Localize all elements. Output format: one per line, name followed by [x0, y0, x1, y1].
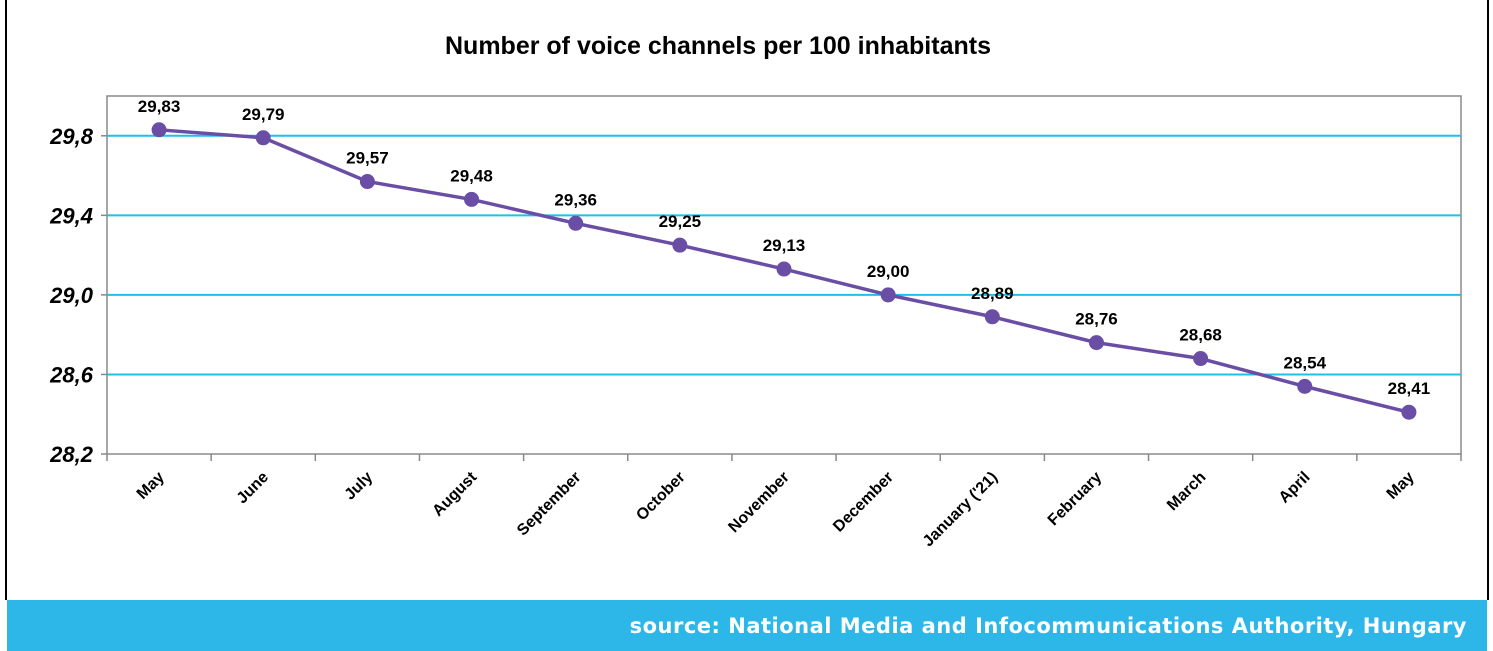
data-point: [151, 122, 167, 138]
data-label: 29,36: [554, 190, 597, 209]
x-axis-ticks: May June July August September October Novembe…: [106, 454, 1462, 550]
x-tick-label: January ('21): [920, 469, 1001, 550]
data-point: [1297, 378, 1313, 394]
data-label: 29,00: [867, 262, 910, 281]
data-label: 28,68: [1179, 326, 1222, 345]
data-label: 29,57: [346, 149, 389, 168]
x-tick-label: March: [1164, 469, 1209, 514]
y-tick-label: 29,8: [49, 124, 94, 149]
source-bar: source: National Media and Infocommunica…: [7, 600, 1487, 651]
data-label: 29,79: [242, 105, 285, 124]
data-point: [1401, 404, 1417, 420]
y-tick-label: 29,4: [49, 203, 93, 228]
y-tick-label: 28,6: [49, 362, 94, 387]
data-labels: 29,83 29,79 29,57 29,48 29,36 29,25 29,13 29,00…: [138, 97, 1430, 398]
x-tick-label: May: [1384, 469, 1418, 503]
y-tick-label: 29,0: [49, 283, 94, 308]
data-point: [1088, 335, 1104, 351]
data-point: [672, 237, 688, 253]
y-tick-label: 28,2: [49, 442, 94, 467]
chart-title: Number of voice channels per 100 inhabit…: [445, 32, 991, 60]
data-point: [1193, 351, 1209, 367]
data-point: [255, 130, 271, 146]
data-point: [464, 191, 480, 207]
source-text: source: National Media and Infocommunica…: [629, 614, 1467, 638]
x-tick-label: December: [830, 469, 897, 536]
gridlines: [107, 134, 1461, 376]
x-tick-label: September: [514, 469, 585, 540]
chart-frame: [5, 0, 1489, 600]
data-label: 28,76: [1075, 310, 1118, 329]
x-tick-label: February: [1045, 469, 1106, 530]
data-point: [568, 215, 584, 231]
y-axis-ticks: 28,2 28,6 29,0 29,4 29,8: [49, 124, 107, 467]
data-point: [984, 309, 1000, 325]
line-chart: Number of voice channels per 100 inhabit…: [49, 32, 1462, 550]
data-label: 29,48: [450, 166, 493, 185]
data-label: 29,83: [138, 97, 181, 116]
x-tick-label: May: [134, 469, 168, 503]
data-point: [359, 174, 375, 190]
x-tick-label: November: [725, 469, 792, 536]
data-label: 28,41: [1388, 379, 1431, 398]
x-tick-label: August: [429, 468, 480, 519]
x-tick-label: April: [1276, 469, 1314, 507]
data-point: [776, 261, 792, 277]
series-markers: [151, 122, 1417, 420]
data-label: 29,25: [659, 212, 702, 231]
data-point: [880, 287, 896, 303]
x-tick-label: October: [633, 469, 688, 524]
data-label: 28,89: [971, 284, 1014, 303]
data-label: 29,13: [763, 236, 806, 255]
x-tick-label: June: [234, 469, 272, 507]
data-label: 28,54: [1283, 353, 1326, 372]
x-tick-label: July: [342, 469, 377, 504]
